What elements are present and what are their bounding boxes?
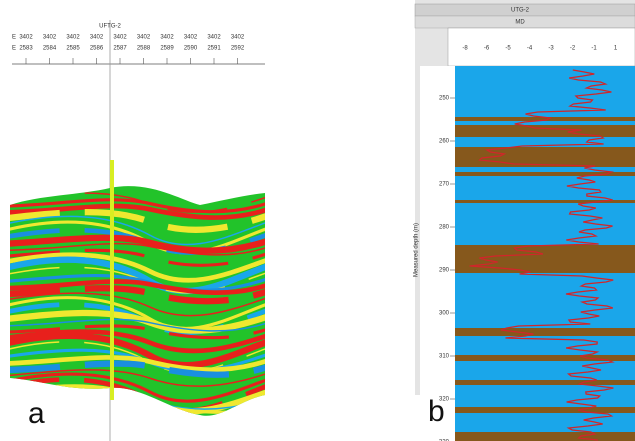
x-tick-label: -5 [505,46,511,52]
coord-label: 2586 [90,46,104,52]
row-head: E [12,46,16,52]
coord-label: 3402 [137,35,151,41]
lithology-band [455,117,635,121]
layer [10,248,265,267]
layer [10,266,265,294]
layer [10,215,265,246]
depth-label: 320 [439,397,450,403]
layer [10,372,265,403]
depth-label: 260 [439,139,450,145]
layer [10,324,265,340]
coord-label: 2583 [19,46,33,52]
lithology-band [455,245,635,273]
layer [10,292,265,317]
layer [10,209,265,233]
log-curve [469,69,615,441]
coord-label: 3402 [19,35,33,41]
depth-label: 270 [439,182,450,188]
layer [10,252,265,283]
lithology-band [455,407,635,413]
layer [10,318,265,332]
coord-label: 3402 [113,35,127,41]
layer [10,360,265,378]
coord-label: 2589 [160,46,174,52]
x-tick-label: -3 [548,46,554,52]
panel-label: b [428,395,445,428]
well-name: UFTG-2 [99,24,121,30]
x-tick-label: -2 [570,46,576,52]
coord-label: 3402 [160,35,174,41]
layer [10,242,265,256]
layer [10,302,265,336]
layer [10,285,265,305]
depth-label: 290 [439,268,450,274]
coord-label: 2591 [207,46,221,52]
layer [10,279,265,295]
depth-label: 280 [439,225,450,231]
coord-label: 3402 [231,35,245,41]
layer [10,198,265,214]
x-tick-label: -6 [484,46,490,52]
layer [10,377,265,413]
layer [10,332,265,369]
depth-label: 250 [439,96,450,102]
lithology-band [455,200,635,203]
panel-a: a UFTG-2 E E [10,20,265,441]
window-title: UTG-2 [511,8,530,14]
coord-label: 3402 [66,35,80,41]
depth-label: 330 [439,440,450,441]
coord-label: 3402 [184,35,198,41]
x-tick-label: -1 [591,46,597,52]
x-tick-label: 1 [614,46,618,52]
layer [10,341,265,373]
coord-label: 3402 [90,35,104,41]
coord-label: 2590 [184,46,198,52]
coord-label: 2585 [66,46,80,52]
lithology-band [455,380,635,385]
coord-label: 2592 [231,46,245,52]
lithology-band [455,328,635,336]
layer [10,329,265,354]
layer [10,369,265,387]
layer [10,203,265,220]
panel-label: a [28,397,45,430]
track-name: MD [515,20,525,26]
depth-title: Measured depth (m) [414,223,420,277]
lithology-band [455,355,635,361]
depth-label: 300 [439,311,450,317]
x-tick-label: -8 [462,46,468,52]
lithology-band [455,172,635,176]
coord-label: 2587 [113,46,127,52]
coord-label: 3402 [43,35,57,41]
seismic-section [10,186,265,416]
panel-b: UTG-2 MD Measured depth (m) b [405,0,635,441]
lithology-band [455,147,635,167]
lithology-band [455,432,635,441]
coord-label: 2584 [43,46,57,52]
layer [10,355,265,373]
lithology-band [455,125,635,137]
row-head: E [12,35,16,41]
depth-label: 310 [439,354,450,360]
layer [10,227,265,255]
coord-label: 2588 [137,46,151,52]
coord-label: 3402 [207,35,221,41]
layer [10,234,265,254]
layer [10,296,265,330]
x-tick-label: -4 [527,46,533,52]
